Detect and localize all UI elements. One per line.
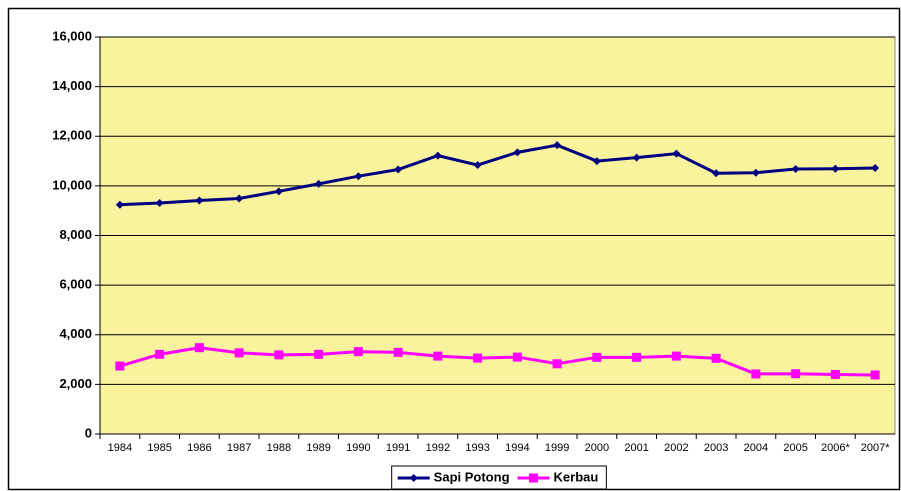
legend-box	[391, 465, 607, 490]
point	[830, 369, 840, 379]
point	[632, 153, 641, 162]
point	[234, 348, 244, 358]
point	[314, 349, 324, 359]
point	[592, 157, 601, 166]
point	[870, 370, 880, 380]
y-tick-label: 12,000	[52, 128, 92, 143]
y-tick-label: 8,000	[59, 227, 92, 242]
point	[512, 352, 522, 362]
x-tick-label: 2007*	[861, 442, 890, 454]
x-tick-label: 1987	[227, 442, 251, 454]
x-tick-label: 2002	[664, 442, 688, 454]
point	[314, 179, 323, 188]
point	[115, 200, 124, 209]
x-tick-label: 1994	[505, 442, 529, 454]
point	[155, 349, 165, 359]
point	[751, 369, 761, 379]
point	[711, 353, 721, 363]
point	[671, 351, 681, 361]
x-tick-label: 1990	[346, 442, 370, 454]
y-tick-label: 0	[85, 425, 92, 440]
legend: Sapi Potong Kerbau	[391, 465, 607, 490]
y-tick-label: 6,000	[59, 277, 92, 292]
x-tick-label: 2006*	[821, 442, 850, 454]
point	[791, 165, 800, 174]
point	[409, 474, 418, 482]
point	[274, 350, 284, 360]
point	[592, 352, 602, 362]
point	[831, 164, 840, 173]
x-tick-label: 1993	[465, 442, 489, 454]
x-tick-label: 2003	[704, 442, 728, 454]
point	[394, 165, 403, 174]
point	[791, 369, 801, 379]
y-tick-label: 4,000	[59, 326, 92, 341]
x-tick-label: 1986	[187, 442, 211, 454]
point	[155, 198, 164, 207]
x-tick-label: 1984	[108, 442, 132, 454]
point	[473, 353, 483, 363]
point	[712, 169, 721, 178]
point	[871, 164, 880, 173]
point	[433, 151, 442, 160]
x-tick-label: 1999	[545, 442, 569, 454]
x-tick-label: 1985	[147, 442, 171, 454]
point	[553, 141, 562, 150]
x-tick-label: 2000	[585, 442, 609, 454]
point	[672, 149, 681, 158]
point	[513, 148, 522, 157]
x-tick-label: 2005	[783, 442, 807, 454]
x-tick-label: 1991	[386, 442, 410, 454]
series-line	[119, 143, 876, 207]
point	[632, 352, 642, 362]
point	[235, 194, 244, 203]
point	[353, 347, 363, 357]
point	[194, 343, 204, 353]
y-tick-label: 14,000	[52, 78, 92, 93]
y-tick-label: 10,000	[52, 177, 92, 192]
point	[751, 168, 760, 177]
y-tick-label: 16,000	[52, 28, 92, 43]
series-line	[119, 346, 876, 377]
x-tick-label: 1992	[426, 442, 450, 454]
x-tick-label: 1989	[306, 442, 330, 454]
point	[393, 347, 403, 357]
point	[473, 161, 482, 170]
x-tick-label: 1988	[267, 442, 291, 454]
point	[529, 473, 539, 483]
point	[274, 187, 283, 196]
legend-label: Sapi Potong	[434, 469, 510, 484]
x-tick-label: 2001	[624, 442, 648, 454]
point	[195, 196, 204, 205]
legend-label: Kerbau	[554, 469, 599, 484]
point	[433, 351, 443, 361]
y-tick-label: 2,000	[59, 376, 92, 391]
point	[552, 359, 562, 369]
point	[115, 361, 125, 371]
point	[354, 172, 363, 181]
x-tick-label: 2004	[744, 442, 768, 454]
